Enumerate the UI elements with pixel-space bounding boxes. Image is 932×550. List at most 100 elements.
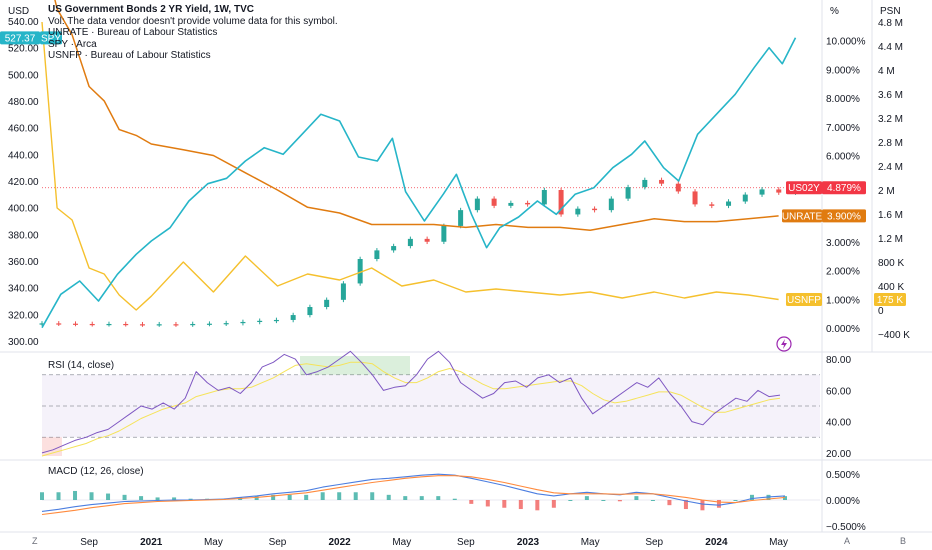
us02y-candle xyxy=(541,190,547,205)
symbol-title: US Government Bonds 2 YR Yield, 1W, TVC xyxy=(48,4,254,15)
timezone-icon[interactable]: Z xyxy=(32,536,38,546)
events-icon xyxy=(776,336,792,352)
usd-tick-label: 540.00 xyxy=(8,17,39,28)
macd-line xyxy=(41,473,786,512)
persons-tick-label: 4.4 M xyxy=(878,42,903,53)
us02y-candle xyxy=(575,208,581,215)
us02y-price-tag: 4.879% xyxy=(827,183,861,194)
macd-histogram-bar xyxy=(683,500,688,510)
macd-histogram-bar xyxy=(40,492,44,500)
usd-tick-label: 420.00 xyxy=(8,177,39,188)
macd-tick-label: 0.000% xyxy=(826,496,860,507)
time-tick-label: 2021 xyxy=(140,537,163,548)
us02y-candle xyxy=(374,250,380,259)
macd-histogram-bar xyxy=(667,500,672,506)
legend-usnfp[interactable]: USNFP · Bureau of Labour Statistics xyxy=(48,50,211,61)
us02y-candle xyxy=(72,323,78,325)
usd-tick-label: 460.00 xyxy=(8,124,39,135)
macd-histogram-bar xyxy=(733,500,738,501)
time-tick-label: May xyxy=(392,537,411,548)
usnfp-price-tag: 175 K xyxy=(877,295,903,306)
percent-tick-label: 8.000% xyxy=(826,94,860,105)
us02y-candle xyxy=(776,189,782,193)
usd-tick-label: 380.00 xyxy=(8,230,39,241)
percent-tick-label: 10.000% xyxy=(826,37,866,48)
macd-histogram-bar xyxy=(188,498,193,500)
us02y-candle xyxy=(441,225,447,242)
macd-signal-line xyxy=(41,475,786,516)
macd-histogram-bar xyxy=(436,496,441,500)
us02y-candle xyxy=(642,179,648,188)
macd-histogram-bar xyxy=(304,494,309,500)
usd-axis-unit[interactable]: USD xyxy=(8,6,30,17)
usd-tick-label: 400.00 xyxy=(8,204,39,215)
macd-histogram-bar xyxy=(271,494,276,500)
us02y-candle xyxy=(307,307,313,316)
persons-tick-label: 800 K xyxy=(878,258,904,269)
usd-tick-label: 340.00 xyxy=(8,284,39,295)
macd-histogram-bar xyxy=(403,496,408,500)
us02y-candle xyxy=(190,323,196,326)
spy-price-tag-bg xyxy=(0,31,40,45)
time-tick-label: Sep xyxy=(80,537,98,548)
rsi-tick-label: 20.00 xyxy=(826,449,851,460)
usd-tick-label: 440.00 xyxy=(8,150,39,161)
persons-tick-label: 2 M xyxy=(878,186,895,197)
auto-scale-icon[interactable]: A xyxy=(844,536,851,546)
time-tick-label: Sep xyxy=(457,537,475,548)
unrate-line xyxy=(54,0,779,232)
macd-histogram-bar xyxy=(601,500,606,501)
us02y-candle xyxy=(357,259,363,284)
us02y-candle xyxy=(692,191,698,205)
percent-tick-label: 0.000% xyxy=(826,324,860,335)
unrate-price-tag-bg xyxy=(822,209,866,223)
us02y-candle xyxy=(458,210,464,226)
usnfp-series-tag: USNFP xyxy=(787,295,821,306)
macd-histogram-bar xyxy=(122,494,127,500)
macd-histogram-bar xyxy=(700,500,705,511)
macd-histogram-bar xyxy=(106,493,111,500)
persons-tick-label: 2.8 M xyxy=(878,138,903,149)
percent-tick-label: 6.000% xyxy=(826,152,860,163)
usd-tick-label: 520.00 xyxy=(8,44,39,55)
usd-tick-label: 320.00 xyxy=(8,310,39,321)
persons-tick-label: −400 K xyxy=(878,330,910,341)
lightning-icon xyxy=(781,339,787,349)
rsi-tick-label: 80.00 xyxy=(826,355,851,366)
macd-histogram-bar xyxy=(419,496,424,500)
macd-tick-label: 0.500% xyxy=(826,470,860,481)
persons-axis-unit[interactable]: PSN xyxy=(880,6,901,17)
macd-histogram-bar xyxy=(535,500,540,511)
rsi-tick-label: 40.00 xyxy=(826,418,851,429)
usnfp-price-tag-bg xyxy=(874,293,906,306)
usd-tick-label: 480.00 xyxy=(8,97,39,108)
macd-histogram-bar xyxy=(749,494,754,500)
us02y-candle xyxy=(424,238,430,242)
us02y-candle xyxy=(407,238,413,247)
macd-histogram-bar xyxy=(287,494,292,500)
legend-unrate[interactable]: UNRATE · Bureau of Labour Statistics xyxy=(48,27,218,38)
us02y-series-tag-bg xyxy=(786,181,822,195)
us02y-candle xyxy=(608,198,614,211)
us02y-candle xyxy=(56,323,62,325)
volume-note: Vol: The data vendor doesn't provide vol… xyxy=(48,15,338,27)
macd-histogram-bar xyxy=(89,492,94,500)
percent-axis-unit[interactable]: % xyxy=(830,6,839,17)
macd-histogram-bar xyxy=(452,498,457,500)
usd-tick-label: 500.00 xyxy=(8,70,39,81)
macd-histogram-bar xyxy=(584,496,589,500)
persons-tick-label: 1.6 M xyxy=(878,210,903,221)
us02y-candle xyxy=(156,324,162,326)
bar-mode-icon[interactable]: B xyxy=(900,536,907,546)
time-tick-label: May xyxy=(581,537,600,548)
us02y-candle xyxy=(525,202,531,205)
us02y-candle xyxy=(491,198,497,206)
chart-legend: US Government Bonds 2 YR Yield, 1W, TVC … xyxy=(48,4,338,62)
percent-tick-label: 2.000% xyxy=(826,267,860,278)
macd-histogram-bar xyxy=(139,496,144,500)
legend-spy[interactable]: SPY · Arca xyxy=(48,38,97,50)
us02y-candle xyxy=(206,323,212,325)
macd-histogram-bar xyxy=(386,494,391,500)
macd-histogram-bar xyxy=(254,496,259,500)
